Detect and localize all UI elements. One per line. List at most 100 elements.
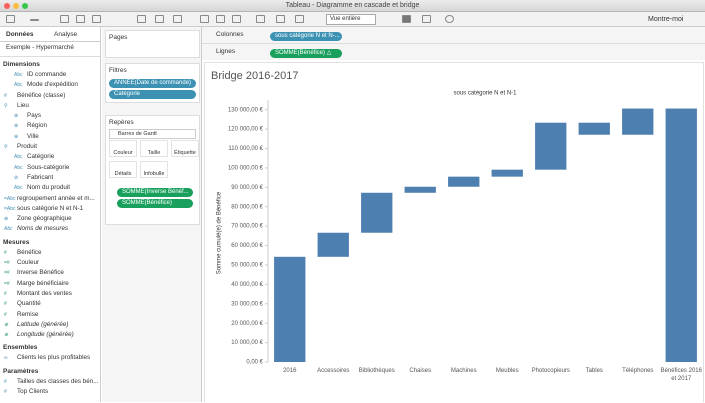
icon[interactable] bbox=[92, 15, 101, 23]
field[interactable]: ⚲ Produit bbox=[0, 142, 100, 152]
y-tick-label: 100 000,00 € bbox=[228, 166, 264, 172]
pages-card: Pages bbox=[105, 30, 200, 58]
icon[interactable] bbox=[200, 15, 209, 23]
field[interactable]: ∞ Clients les plus profitables bbox=[0, 353, 100, 363]
data-source[interactable]: Exemple - Hypermarché bbox=[6, 44, 74, 51]
icon[interactable] bbox=[6, 15, 15, 23]
mark-pill[interactable]: SOMME(Inverse Bénéf... bbox=[117, 188, 193, 197]
field-icon: # bbox=[4, 301, 7, 308]
mark-pill[interactable]: SOMME(Bénéfice) bbox=[117, 199, 193, 208]
field[interactable]: ⊘ Fabricant bbox=[0, 173, 100, 183]
field[interactable]: =# Marge bénéficiaire bbox=[0, 279, 100, 289]
fit-dropdown[interactable]: Vue entière bbox=[326, 14, 376, 25]
mark-button[interactable]: Étiquette bbox=[171, 140, 199, 157]
pill-text: SOMME(Bénéfice) bbox=[275, 50, 326, 56]
close[interactable] bbox=[4, 3, 10, 9]
field-label: sous catégorie N et N-1 bbox=[17, 204, 84, 212]
field-icon: =# bbox=[4, 260, 10, 267]
field-label: Clients les plus profitables bbox=[17, 354, 91, 362]
marks-card: Repères Barres de Gantt Couleur Taille Éti… bbox=[105, 115, 200, 225]
field-label: regroupement année et m... bbox=[17, 194, 95, 202]
icon[interactable] bbox=[422, 15, 431, 23]
icon[interactable] bbox=[173, 15, 182, 23]
field[interactable]: # Bénéfice (classe) bbox=[0, 91, 100, 101]
field[interactable]: Abc ID commande bbox=[0, 70, 100, 80]
field-label: Noms de mesures bbox=[17, 225, 69, 233]
field[interactable]: # Top Clients bbox=[0, 387, 100, 397]
field[interactable]: ⊕ Zone géographique bbox=[0, 214, 100, 224]
field[interactable]: Abc Catégorie bbox=[0, 152, 100, 162]
field[interactable]: # Montant des ventes bbox=[0, 289, 100, 299]
field[interactable]: Abc Mode d'expédition bbox=[0, 80, 100, 90]
tab[interactable]: Analyse bbox=[54, 31, 78, 38]
section-title: Paramètres bbox=[3, 367, 39, 375]
mark-button[interactable]: Détails bbox=[109, 161, 137, 178]
field[interactable]: Abc Nom du produit bbox=[0, 183, 100, 193]
x-tick-label: Photocopieurs bbox=[531, 368, 570, 374]
y-tick-label: 40 000,00 € bbox=[231, 282, 263, 288]
icon[interactable] bbox=[295, 15, 304, 23]
mark-type[interactable]: Barres de Gantt bbox=[109, 129, 196, 139]
y-tick-label: 80 000,00 € bbox=[231, 204, 263, 210]
tab[interactable]: Données bbox=[6, 31, 34, 38]
field-label: Ville bbox=[27, 132, 39, 140]
field-icon: ⊕ bbox=[4, 321, 9, 328]
field[interactable]: =Abcregroupement année et m... bbox=[0, 194, 100, 204]
show-me[interactable]: Montre-moi bbox=[648, 16, 684, 23]
mark-button[interactable]: Infobulle bbox=[140, 161, 168, 178]
filter-pill[interactable]: Catégorie bbox=[109, 90, 196, 99]
field-icon: =Abc bbox=[4, 205, 16, 212]
filter-pill[interactable]: ANNÉE(Date de commande) bbox=[109, 79, 196, 88]
icon[interactable] bbox=[155, 15, 164, 23]
field[interactable]: ⊕ Longitude (générée) bbox=[0, 330, 100, 340]
zoom[interactable] bbox=[22, 3, 28, 9]
icon[interactable] bbox=[76, 15, 85, 23]
minimize[interactable] bbox=[13, 3, 19, 9]
field-icon: ⊕ bbox=[14, 113, 19, 120]
field[interactable]: # Bénéfice bbox=[0, 248, 100, 258]
back[interactable] bbox=[30, 19, 39, 21]
mark-button[interactable]: Taille bbox=[140, 140, 168, 157]
icon[interactable] bbox=[276, 15, 285, 23]
field-label: Remise bbox=[17, 310, 39, 318]
field-icon: =# bbox=[4, 270, 10, 277]
y-tick-label: 0,00 € bbox=[246, 360, 263, 366]
icon[interactable] bbox=[137, 15, 146, 23]
field-label: Catégorie bbox=[27, 153, 55, 161]
mark-button[interactable]: Couleur bbox=[109, 140, 137, 157]
icon[interactable] bbox=[60, 15, 69, 23]
icon[interactable] bbox=[232, 15, 241, 23]
y-tick-label: 20 000,00 € bbox=[231, 321, 263, 327]
pill-flag: △ bbox=[326, 50, 332, 56]
field[interactable]: Abc Noms de mesures bbox=[0, 224, 100, 234]
field-icon: =# bbox=[4, 280, 10, 287]
field[interactable]: # Tailles des classes des bén... bbox=[0, 377, 100, 387]
field[interactable]: # Quantité bbox=[0, 299, 100, 309]
field[interactable]: =# Couleur bbox=[0, 258, 100, 268]
field[interactable]: ⊕ Ville bbox=[0, 132, 100, 142]
field-list: Abc ID commande Abc Mode d'expédition # Bénéf… bbox=[0, 70, 100, 235]
icon[interactable] bbox=[402, 15, 411, 23]
chart-title: Bridge 2016-2017 bbox=[211, 70, 298, 82]
icon[interactable] bbox=[216, 15, 225, 23]
field[interactable]: =Abcsous catégorie N et N-1 bbox=[0, 204, 100, 214]
field[interactable]: # Remise bbox=[0, 310, 100, 320]
field-icon: ⊕ bbox=[4, 332, 9, 339]
pill[interactable]: SOMME(Bénéfice) △ bbox=[270, 49, 342, 58]
field-label: Région bbox=[27, 122, 47, 130]
pill[interactable]: sous catégorie N et N-... bbox=[270, 32, 342, 41]
field[interactable]: =# Inverse Bénéfice bbox=[0, 268, 100, 278]
field-icon: Abc bbox=[14, 185, 23, 192]
bar bbox=[404, 186, 436, 193]
field[interactable]: ⚲ Lieu bbox=[0, 101, 100, 111]
icon[interactable] bbox=[256, 15, 265, 23]
field[interactable]: Abc Sous-catégorie bbox=[0, 163, 100, 173]
field-icon: ⊕ bbox=[14, 133, 19, 140]
share[interactable] bbox=[445, 15, 454, 23]
card-title: Pages bbox=[109, 34, 128, 41]
field[interactable]: ⊕ Latitude (générée) bbox=[0, 320, 100, 330]
y-tick-label: 50 000,00 € bbox=[231, 263, 263, 269]
field[interactable]: ⊕ Pays bbox=[0, 111, 100, 121]
field-label: Longitude (générée) bbox=[17, 331, 74, 339]
field[interactable]: ⊕ Région bbox=[0, 121, 100, 131]
